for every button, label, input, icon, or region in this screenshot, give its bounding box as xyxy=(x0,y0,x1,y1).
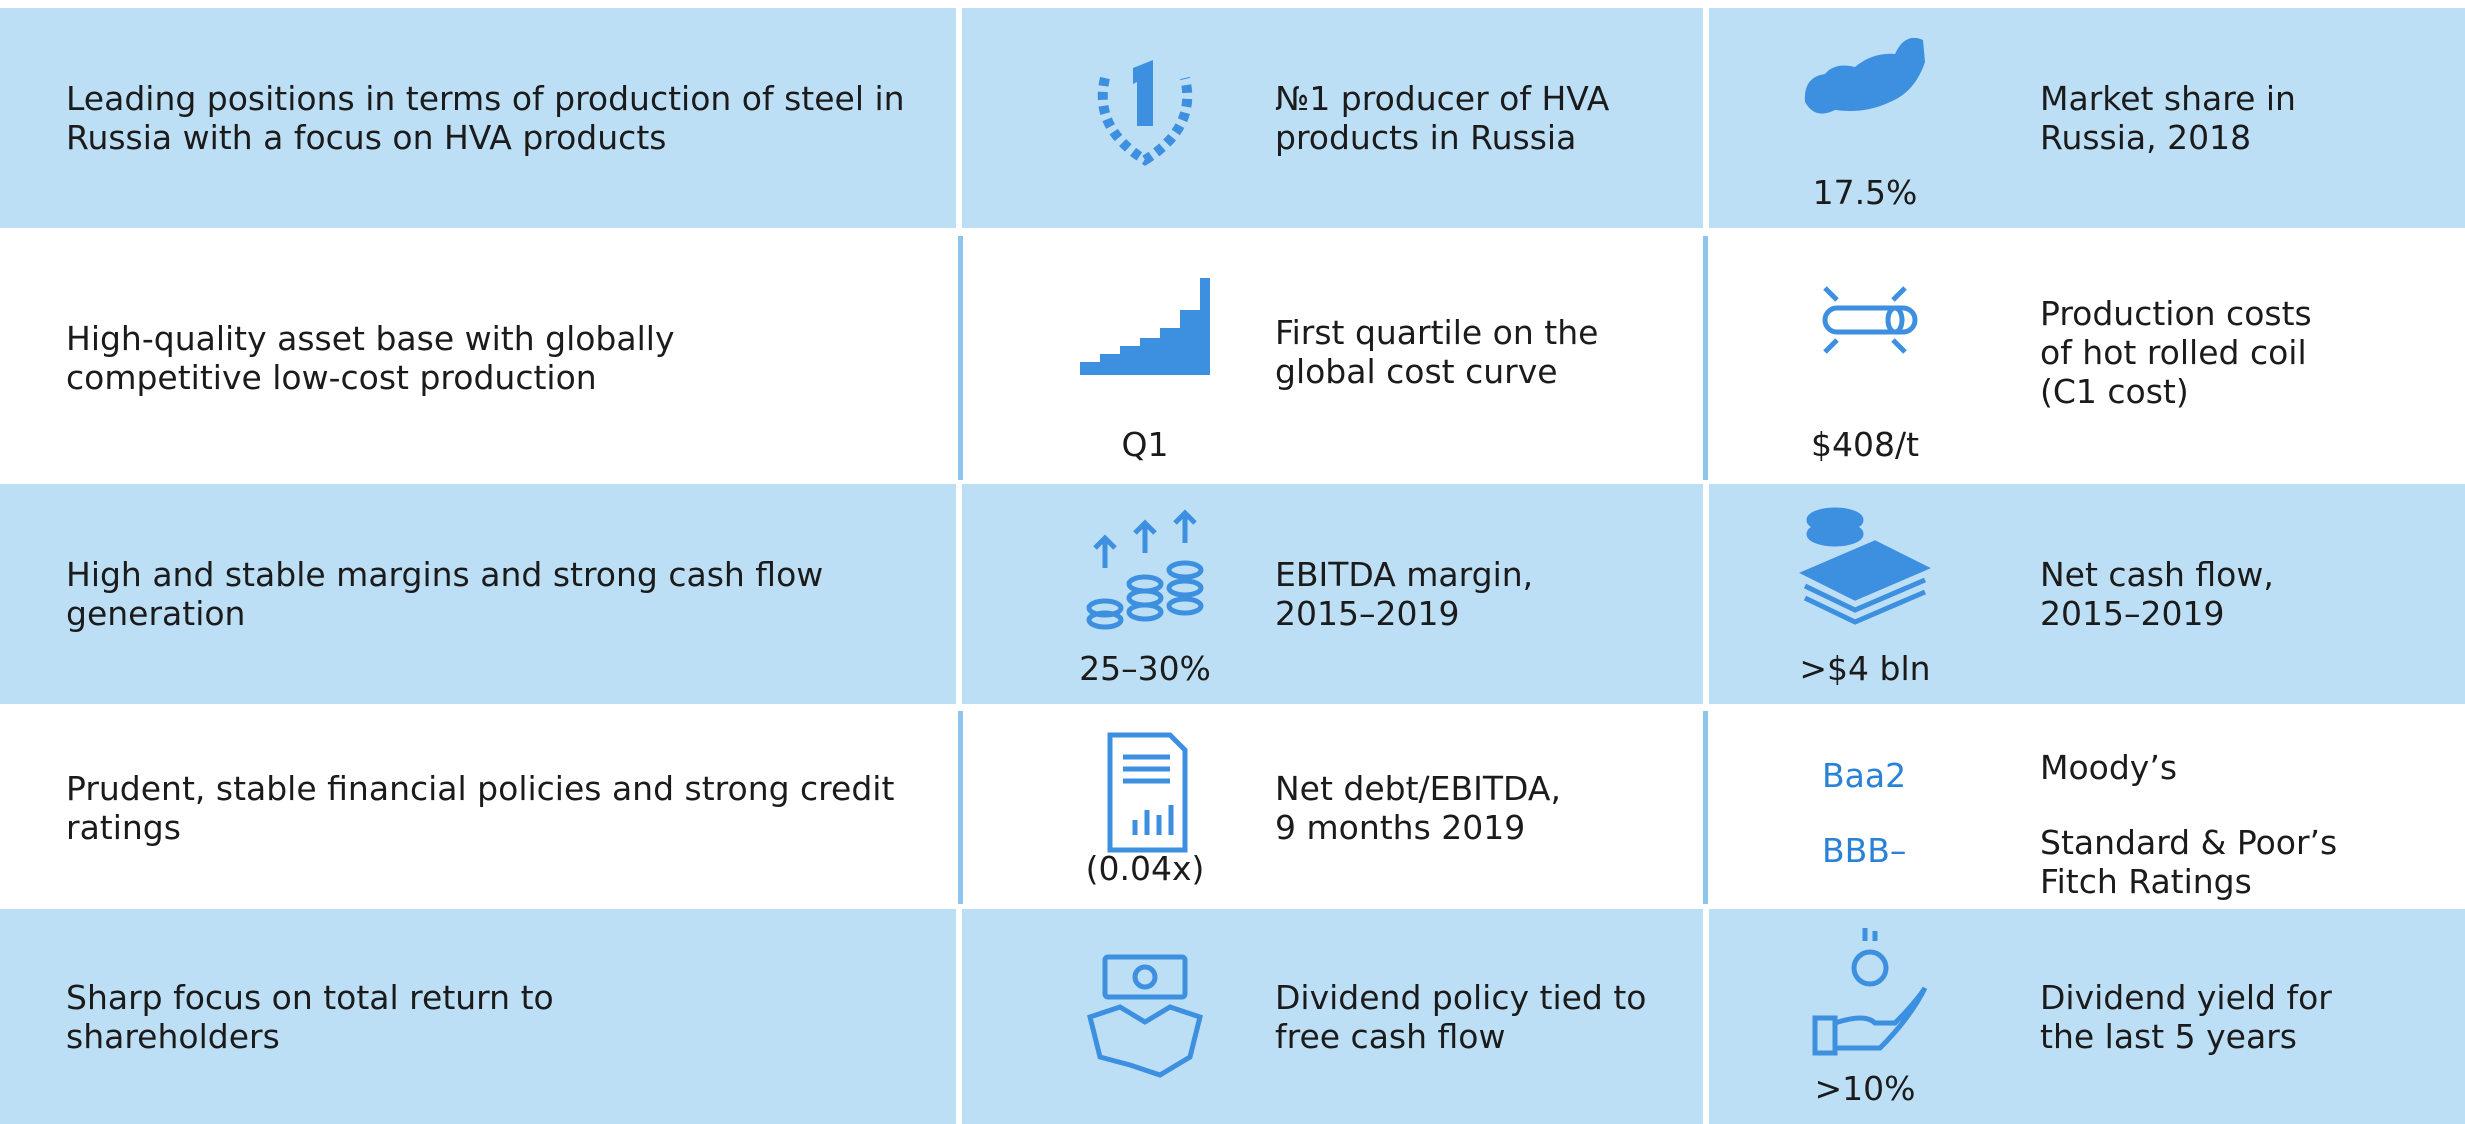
metric-label-line: (C1 cost) xyxy=(2040,371,2189,411)
metric-label-line: 9 months 2019 xyxy=(1275,807,1526,847)
row-band xyxy=(962,484,1703,704)
statement-line: High-quality asset base with globally xyxy=(66,319,675,358)
metric-label-line: Net cash flow, xyxy=(2040,555,2274,594)
metric-label: Net cash flow, 2015–2019 xyxy=(2040,555,2274,633)
metric-label: №1 producer of HVA products in Russia xyxy=(1275,79,1609,157)
metric-label-line: №1 producer of HVA xyxy=(1275,79,1610,118)
icon xyxy=(1080,278,1210,375)
rating: Baa2 xyxy=(1822,756,1907,795)
metric-label: Market share in Russia, 2018 xyxy=(2040,79,2296,157)
statement-line: generation xyxy=(66,594,246,633)
metric-value: 25–30% xyxy=(1079,649,1211,688)
row-band xyxy=(1709,8,2465,228)
agency: Moody’s xyxy=(2040,748,2177,787)
metric-label-line: the last 5 years xyxy=(2040,1016,2297,1056)
metric-label: First quartile on the global cost curve xyxy=(1275,313,1598,391)
statement-line: Russia with a focus on HVA products xyxy=(66,118,667,157)
icon-box xyxy=(1075,947,1215,1087)
metric-label: EBITDA margin, 2015–2019 xyxy=(1275,555,1533,633)
icon xyxy=(1107,732,1188,853)
divider xyxy=(958,236,963,480)
statement-line: shareholders xyxy=(66,1016,280,1056)
metric-value: Q1 xyxy=(1121,425,1169,464)
icon-box xyxy=(1075,48,1215,188)
divider xyxy=(958,711,963,904)
agency-line: Fitch Ratings xyxy=(2040,862,2252,901)
metric-value: $408/t xyxy=(1810,425,1920,464)
statement-line: ratings xyxy=(66,807,181,847)
icon-box xyxy=(1795,250,1935,390)
metric-value: >$4 bln xyxy=(1799,649,1931,688)
metric-label-line: Market share in xyxy=(2040,79,2296,118)
icon xyxy=(1812,928,1928,1056)
row-band xyxy=(0,8,956,228)
row-band xyxy=(962,8,1703,228)
statement-line: High and stable margins and strong cash … xyxy=(66,555,824,594)
statement: Prudent, stable financial policies and s… xyxy=(66,769,894,847)
metric-label-line: 2015–2019 xyxy=(1275,594,1460,633)
metric-label-line: First quartile on the xyxy=(1275,313,1599,352)
metric-value: (0.04x) xyxy=(1085,849,1205,888)
metric-label-line: global cost curve xyxy=(1275,352,1558,391)
agency: Standard & Poor’s Fitch Ratings xyxy=(2040,823,2337,901)
icon xyxy=(1086,509,1204,630)
statement-line: Sharp focus on total return to xyxy=(66,977,554,1017)
metric-label-line: Dividend yield for xyxy=(2040,977,2332,1017)
icon xyxy=(1799,507,1931,625)
metric-label: Production costs of hot rolled coil (C1 co… xyxy=(2040,294,2312,411)
icon-box xyxy=(1075,725,1215,865)
statement: Sharp focus on total return to shareholde… xyxy=(66,978,554,1056)
icon xyxy=(1097,60,1193,166)
metric-label-line: Dividend policy tied to xyxy=(1275,977,1647,1017)
metric-label-line: of hot rolled coil xyxy=(2040,332,2307,372)
metric-label-line: Production costs xyxy=(2040,293,2312,333)
statement-line: competitive low-cost production xyxy=(66,358,597,397)
metric-value: 17.5% xyxy=(1812,173,1918,212)
icon-box xyxy=(1075,498,1215,638)
statement-line: Leading positions in terms of production… xyxy=(66,79,905,118)
icon-box xyxy=(1075,250,1215,390)
metric-label: Dividend policy tied to free cash flow xyxy=(1275,978,1647,1056)
agency-line: Standard & Poor’s xyxy=(2040,823,2338,862)
agency-line: Moody’s xyxy=(2040,748,2178,787)
divider xyxy=(1703,711,1708,904)
metric-label-line: Net debt/EBITDA, xyxy=(1275,768,1561,808)
statement: High-quality asset base with globally com… xyxy=(66,319,674,397)
icon xyxy=(1087,954,1203,1078)
statement-line: Prudent, stable financial policies and s… xyxy=(66,768,895,808)
row-band xyxy=(962,909,1703,1124)
rating: BBB– xyxy=(1822,831,1907,870)
icon xyxy=(1822,286,1918,354)
row-band xyxy=(0,909,956,1124)
icon-box xyxy=(1795,498,1935,638)
metric-label-line: products in Russia xyxy=(1275,118,1577,157)
divider xyxy=(1703,236,1708,480)
metric-label-line: EBITDA margin, xyxy=(1275,555,1534,594)
icon-box xyxy=(1795,923,1935,1063)
statement: Leading positions in terms of production… xyxy=(66,79,905,157)
metric-label-line: 2015–2019 xyxy=(2040,594,2225,633)
icon xyxy=(1804,37,1925,114)
metric-label-line: free cash flow xyxy=(1275,1016,1506,1056)
icon-box xyxy=(1795,22,1935,162)
statement: High and stable margins and strong cash … xyxy=(66,555,823,633)
metric-label: Net debt/EBITDA, 9 months 2019 xyxy=(1275,769,1561,847)
metric-label: Dividend yield for the last 5 years xyxy=(2040,978,2332,1056)
row-band xyxy=(0,484,956,704)
metric-label-line: Russia, 2018 xyxy=(2040,118,2252,157)
metric-value: >10% xyxy=(1814,1069,1916,1108)
